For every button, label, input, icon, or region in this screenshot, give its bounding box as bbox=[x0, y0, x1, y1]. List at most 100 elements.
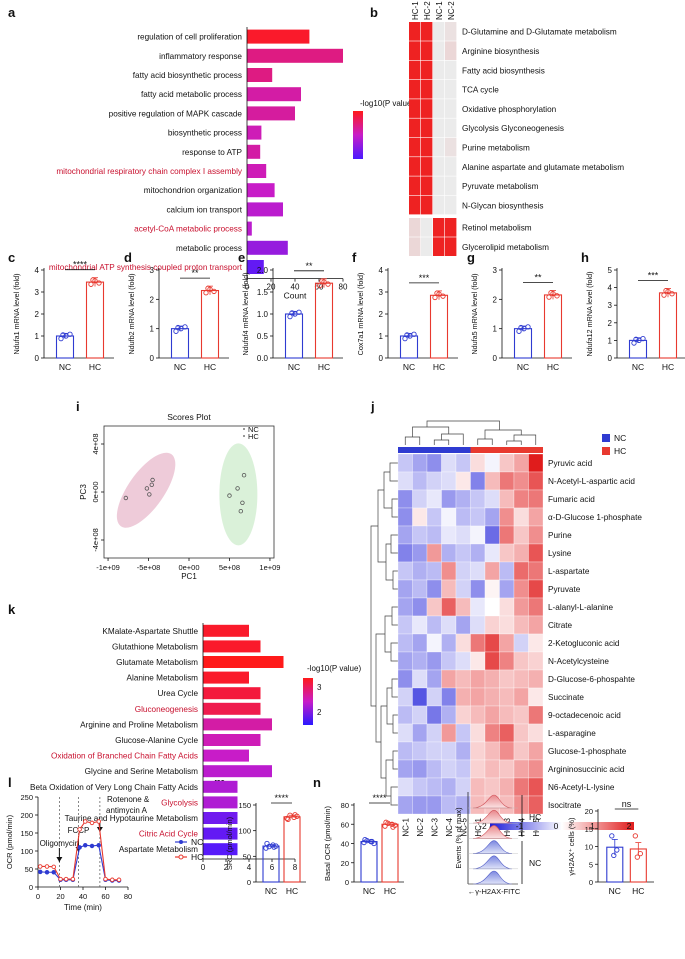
data-point-hc bbox=[96, 280, 102, 286]
data-point-hc bbox=[38, 864, 43, 869]
heatmap-cell bbox=[455, 525, 471, 545]
heatmap-cell bbox=[409, 157, 421, 176]
data-point-nc bbox=[264, 840, 270, 847]
row-dendrogram bbox=[383, 471, 392, 509]
x-tick-label: HC bbox=[547, 362, 559, 372]
heatmap-cell bbox=[484, 777, 500, 797]
heatmap-cell bbox=[441, 777, 457, 797]
data-point-hc bbox=[150, 477, 155, 483]
heatmap-cell bbox=[528, 615, 544, 635]
heatmap-cell bbox=[412, 525, 428, 545]
row-label: L-alanyl-L-alanine bbox=[548, 603, 614, 612]
heatmap-cell bbox=[397, 453, 413, 473]
heatmap-cell bbox=[470, 669, 486, 689]
column-label: NC-2 bbox=[447, 1, 456, 20]
heatmap-cell bbox=[412, 561, 428, 581]
data-point-nc bbox=[362, 837, 368, 843]
heatmap-cell bbox=[426, 651, 442, 671]
y-axis-label: Ndufa5 mRNA level (fold) bbox=[470, 273, 479, 354]
heatmap-cell bbox=[470, 759, 486, 779]
heatmap-cell bbox=[499, 597, 515, 617]
heatmap-cell bbox=[484, 615, 500, 635]
heatmap-cell bbox=[455, 561, 471, 581]
category-label: Aspartate Metabolism bbox=[119, 845, 198, 854]
heatmap-cell bbox=[433, 99, 445, 118]
column-label: NC-2 bbox=[416, 817, 425, 836]
heatmap-cell bbox=[484, 561, 500, 581]
heatmap-cell bbox=[409, 137, 421, 157]
heatmap-cell bbox=[499, 633, 515, 653]
heatmap-cell bbox=[499, 705, 515, 725]
x-tick-label: 0 bbox=[245, 283, 250, 292]
heatmap-cell bbox=[484, 579, 500, 599]
x-tick-label: 2 bbox=[224, 863, 229, 872]
group-bar-nc bbox=[398, 447, 471, 453]
legend-tick-label: 3 bbox=[317, 683, 322, 692]
heatmap-cell bbox=[426, 741, 442, 761]
data-point-nc bbox=[640, 335, 646, 342]
heatmap-cell bbox=[412, 489, 428, 509]
heatmap-cell bbox=[412, 651, 428, 671]
data-point-nc bbox=[182, 324, 188, 330]
row-label: N-Acetyl-L-aspartic acid bbox=[548, 477, 635, 486]
heatmap-cell bbox=[499, 615, 515, 635]
y-tick-label: 0 bbox=[247, 878, 251, 887]
bar bbox=[203, 812, 238, 824]
plot-title: Scores Plot bbox=[167, 412, 211, 422]
x-tick-label: 80 bbox=[339, 283, 348, 292]
legend-marker-hc bbox=[178, 854, 184, 860]
bar bbox=[247, 106, 295, 121]
heatmap-cell bbox=[445, 176, 457, 196]
data-point-hc bbox=[82, 819, 88, 824]
y-axis-label: Ndufa12 mRNA level (fold) bbox=[585, 271, 594, 356]
x-tick-label: 60 bbox=[101, 892, 109, 901]
category-label: Citric Acid Cycle bbox=[139, 830, 199, 839]
data-point-hc bbox=[661, 292, 667, 298]
heatmap-cell bbox=[455, 669, 471, 689]
heatmap-cell bbox=[441, 561, 457, 581]
row-label: L-aspartate bbox=[548, 567, 590, 576]
heatmap-cell bbox=[470, 705, 486, 725]
y-tick-label: 3 bbox=[35, 288, 40, 297]
row-dendrogram bbox=[391, 606, 398, 626]
data-point-nc bbox=[296, 309, 302, 315]
data-point-hc bbox=[287, 812, 293, 818]
data-point-hc bbox=[434, 290, 440, 296]
heatmap-cell bbox=[528, 579, 544, 599]
panel-label-j: j bbox=[370, 399, 375, 414]
data-point-hc bbox=[203, 290, 209, 296]
bar bbox=[247, 87, 301, 102]
column-dendrogram bbox=[433, 439, 450, 445]
x-tick-label: 20 bbox=[56, 892, 64, 901]
row-dendrogram bbox=[385, 543, 393, 581]
heatmap-cell bbox=[484, 633, 500, 653]
heatmap-cell bbox=[441, 579, 457, 599]
data-point-hc bbox=[554, 293, 560, 299]
row-label: L-asparagine bbox=[548, 729, 596, 738]
heatmap-cell bbox=[441, 651, 457, 671]
category-label: Beta Oxidation of Very Long Chain Fatty … bbox=[30, 783, 198, 792]
heatmap-cell bbox=[409, 79, 421, 99]
heatmap-cell bbox=[470, 507, 486, 527]
y-tick-label: 4 bbox=[608, 284, 613, 293]
heatmap-cell bbox=[426, 633, 442, 653]
heatmap-cell bbox=[397, 471, 413, 491]
bar bbox=[203, 656, 284, 668]
data-point-nc bbox=[227, 493, 232, 498]
column-label: NC-4 bbox=[445, 817, 454, 836]
significance-label: **** bbox=[372, 793, 387, 803]
data-point-nc bbox=[175, 324, 181, 331]
category-label: positive regulation of MAPK cascade bbox=[109, 109, 243, 118]
heatmap-cell bbox=[397, 705, 413, 725]
data-point-hc bbox=[317, 282, 323, 289]
heatmap-cell bbox=[470, 615, 486, 635]
panel-label-g: g bbox=[467, 250, 475, 265]
heatmap-cell bbox=[455, 453, 471, 473]
y-axis-label: Ndufa1 mRNA level (fold) bbox=[12, 273, 21, 354]
y-tick-label: 200 bbox=[20, 811, 33, 820]
heatmap-cell bbox=[528, 669, 544, 689]
heatmap-cell bbox=[484, 687, 500, 707]
heatmap-cell bbox=[513, 687, 529, 707]
heatmap-cell bbox=[412, 723, 428, 743]
y-tick-label: 20 bbox=[341, 859, 349, 868]
